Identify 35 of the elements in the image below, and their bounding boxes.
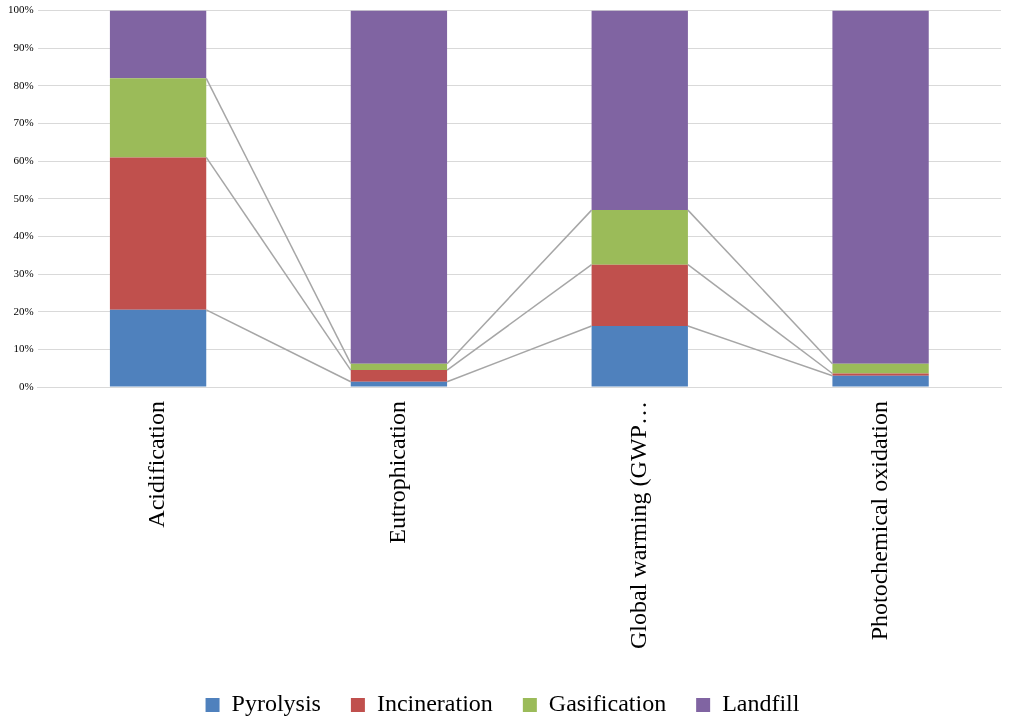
bar: [350, 370, 448, 382]
x-tick-label: Photochemical oxidation: [865, 401, 892, 641]
bar: [350, 10, 448, 364]
bar: [591, 210, 688, 265]
y-tick-label: 0%: [18, 379, 34, 392]
bar: [109, 78, 207, 158]
bar: [109, 309, 207, 387]
legend-label: Incineration: [376, 690, 493, 717]
x-tick-label: Global warming (GWP…: [625, 401, 652, 650]
y-tick-label: 90%: [13, 41, 34, 54]
y-tick-label: 80%: [13, 78, 34, 91]
bar: [832, 363, 929, 374]
bar: [350, 381, 448, 387]
y-tick-label: 70%: [13, 116, 34, 129]
legend-label: Pyrolysis: [231, 690, 321, 717]
y-tick-label: 100%: [7, 3, 34, 16]
bar: [591, 10, 688, 211]
bar: [591, 326, 688, 387]
bar: [591, 264, 688, 327]
x-tick-label: Eutrophication: [384, 401, 411, 544]
bar: [350, 363, 448, 371]
y-tick-label: 10%: [13, 342, 34, 355]
y-tick-label: 60%: [13, 154, 34, 167]
bar: [109, 10, 207, 79]
y-tick-label: 40%: [13, 229, 34, 242]
y-tick-label: 30%: [13, 267, 34, 279]
bar: [109, 157, 207, 310]
y-tick-label: 20%: [13, 304, 34, 317]
bar: [832, 375, 929, 387]
legend-label: Gasification: [548, 690, 667, 717]
y-tick-label: 50%: [13, 191, 34, 204]
bar: [832, 10, 929, 364]
x-tick-label: Acidification: [143, 401, 170, 528]
bar: [832, 373, 929, 376]
legend-label: Landfill: [722, 690, 800, 717]
